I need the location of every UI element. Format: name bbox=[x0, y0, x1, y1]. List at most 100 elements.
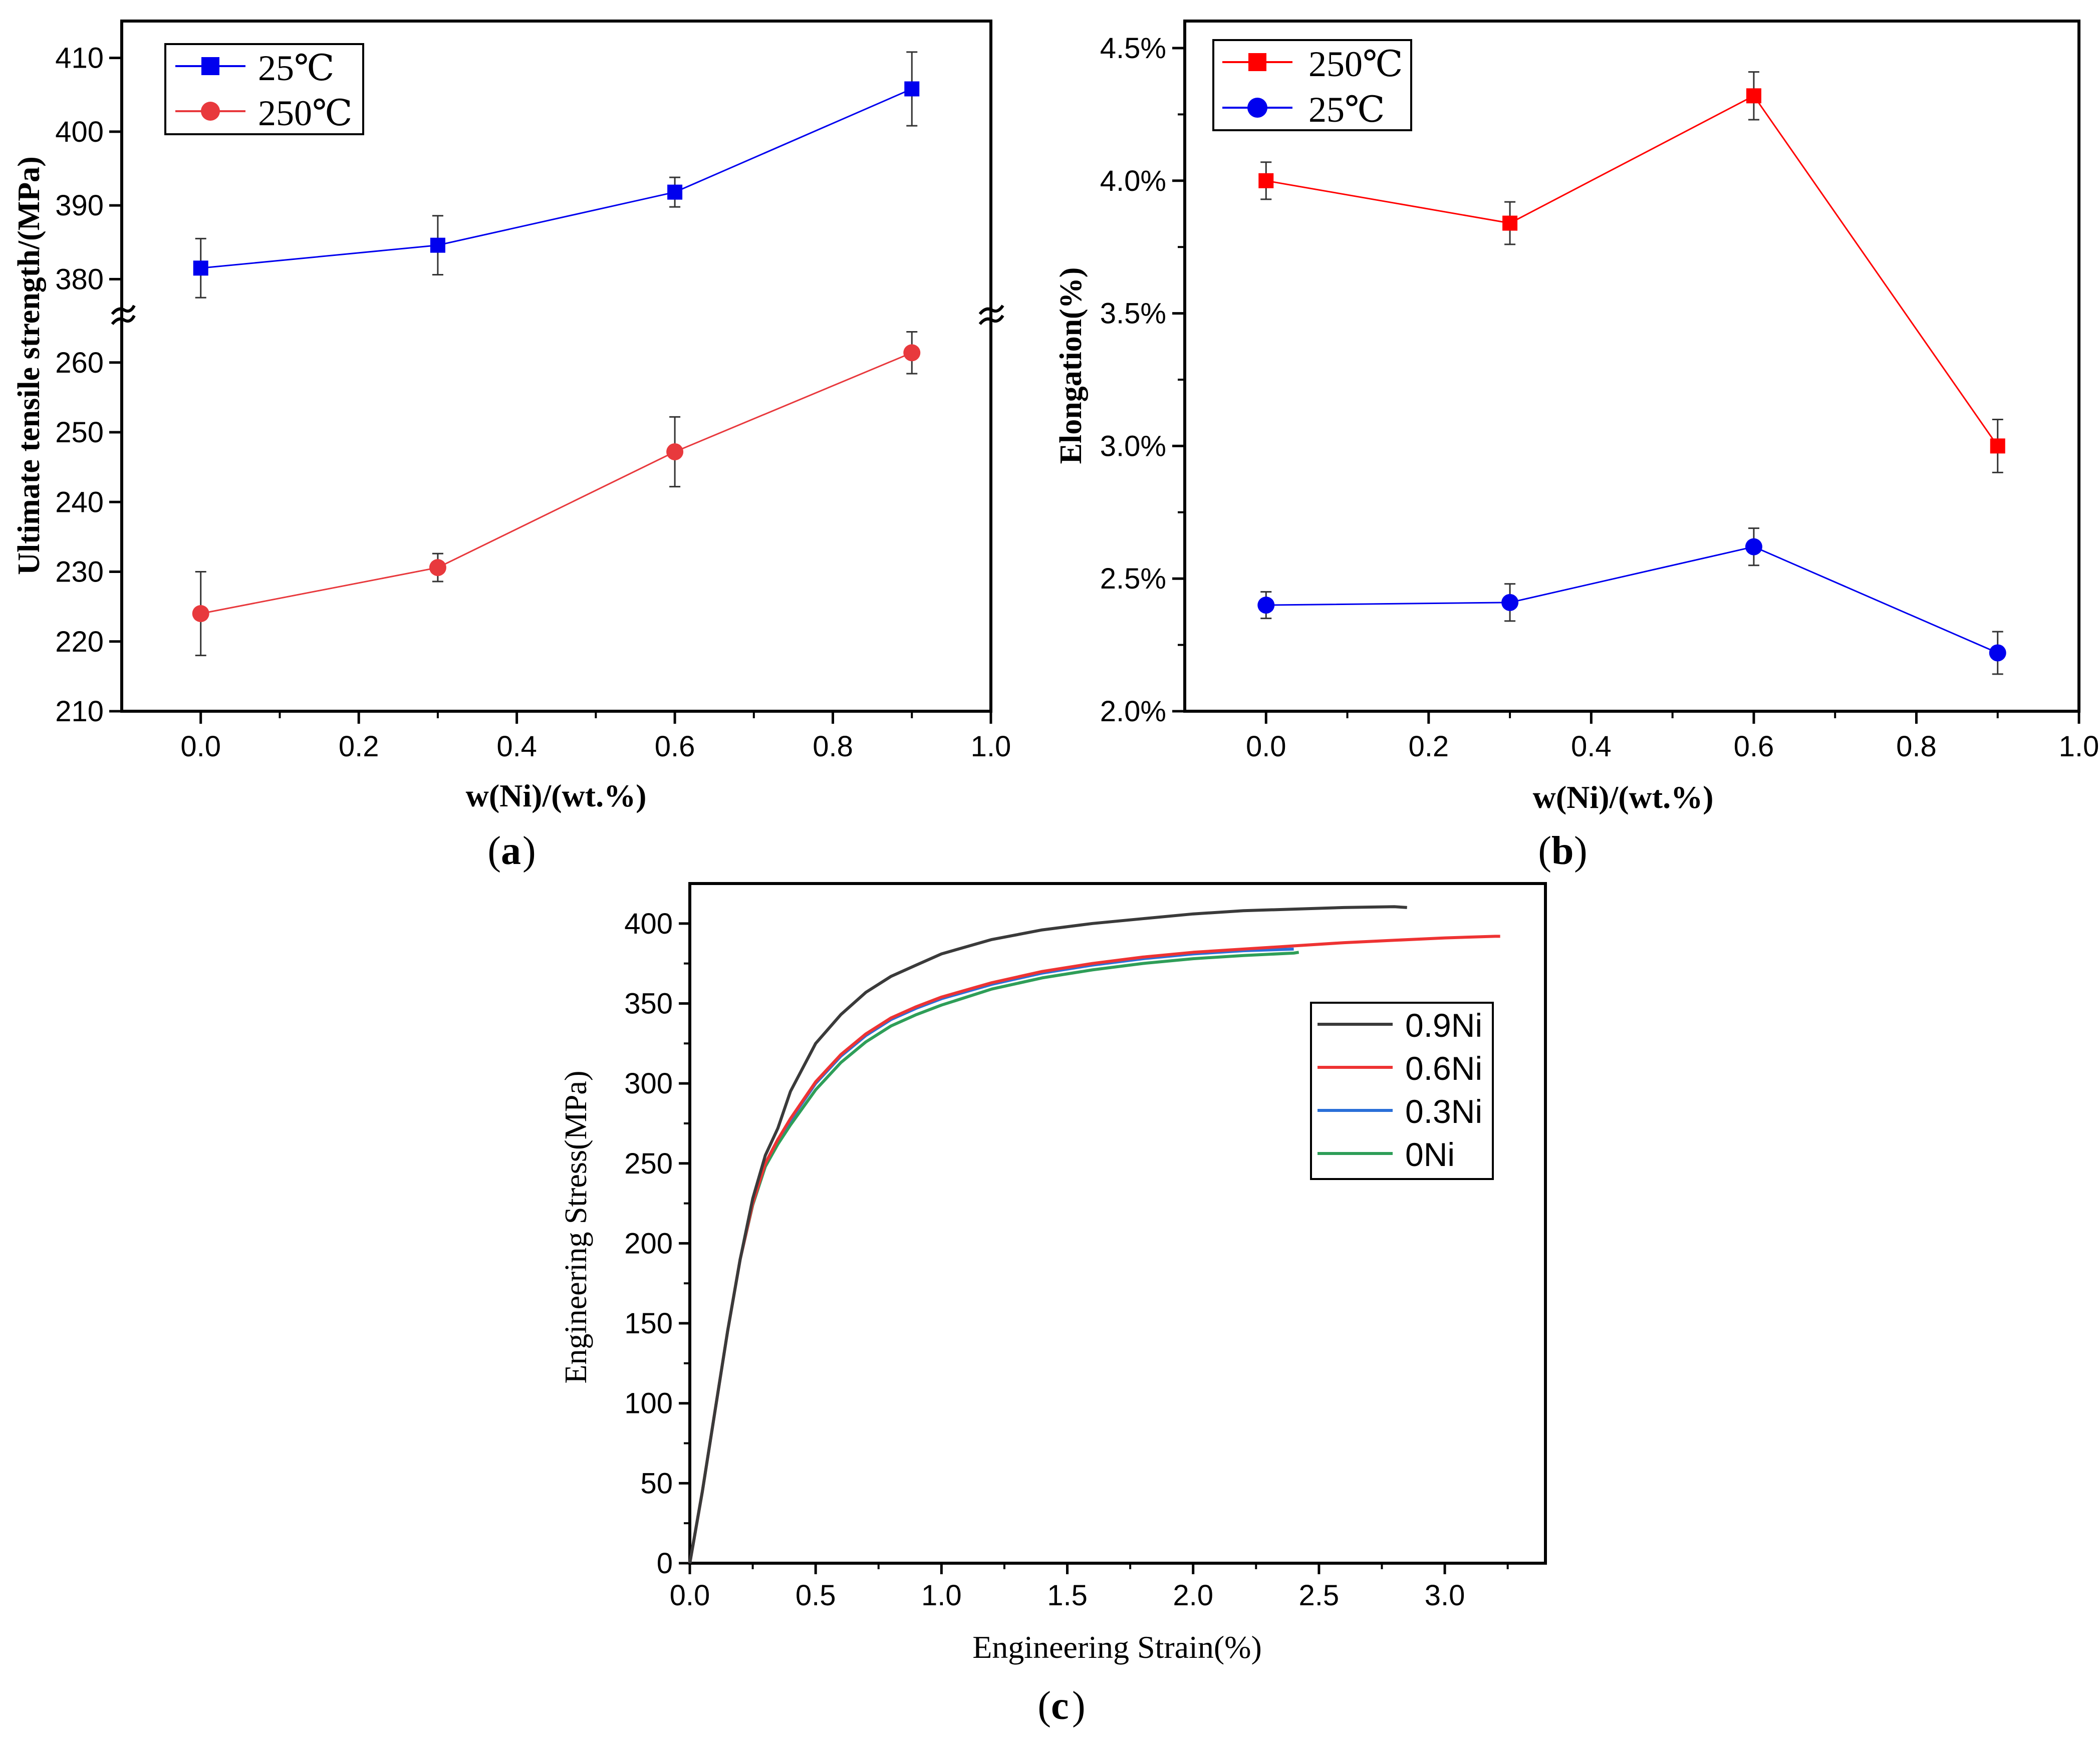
panel-b-series bbox=[1257, 71, 2006, 675]
data-point-circle bbox=[192, 605, 209, 623]
y-tick-label: 0 bbox=[657, 1547, 673, 1580]
data-point-circle bbox=[1257, 597, 1275, 614]
panel-c-y-axis-title: Engineering Stress(MPa) bbox=[559, 1070, 593, 1383]
y-tick-label: 50 bbox=[640, 1467, 673, 1500]
y-tick-label: 260 bbox=[55, 347, 104, 379]
panel-a-label: a bbox=[501, 829, 521, 873]
data-point-circle bbox=[1989, 644, 2006, 662]
panel-c-plot-frame bbox=[688, 882, 1547, 1565]
panel-c-x-axis-title: Engineering Strain(%) bbox=[972, 1629, 1262, 1665]
legend-label-03ni: 0.3Ni bbox=[1405, 1093, 1482, 1130]
y-tick-label: 2.5% bbox=[1100, 562, 1166, 595]
data-point-circle bbox=[903, 344, 921, 362]
panel-c-ticks: 0.0 0.5 1.0 1.5 2.0 2.5 3.0 0 50 100 150 200 250 300 3… bbox=[624, 908, 1509, 1612]
y-tick-label: 410 bbox=[55, 42, 104, 75]
panel-b-y-axis-title: Elongation(%) bbox=[1054, 267, 1088, 464]
x-tick-label: 0.6 bbox=[1734, 730, 1774, 763]
legend-label-250c: 250℃ bbox=[1308, 44, 1403, 84]
y-tick-label: 250 bbox=[55, 416, 104, 449]
series-line-0 bbox=[1266, 95, 1998, 447]
data-point-circle bbox=[1745, 538, 1762, 555]
curve-03ni bbox=[688, 947, 1294, 1564]
panel-a-ultimate-tensile-strength: 0.0 0.2 0.4 0.6 0.8 1.0 380 390 400 410 210 220 230 2… bbox=[12, 20, 1011, 873]
panel-b-elongation: 0.0 0.2 0.4 0.6 0.8 1.0 2.0% 2.5% 3.0% 3.5% 4.0% 4.… bbox=[1054, 20, 2099, 873]
y-tick-label: 4.5% bbox=[1100, 32, 1166, 65]
panel-a-y-axis-title: Ultimate tensile strength/(MPa) bbox=[12, 156, 46, 575]
legend-marker-circle bbox=[1247, 98, 1267, 118]
panel-b-x-axis-title: w(Ni)/(wt.%) bbox=[1533, 779, 1714, 815]
data-point-square bbox=[430, 237, 445, 253]
curve-09ni bbox=[688, 905, 1407, 1564]
x-tick-label: 1.0 bbox=[921, 1579, 962, 1612]
y-tick-label: 4.0% bbox=[1100, 165, 1166, 197]
panel-a-plot-frame bbox=[120, 20, 992, 713]
data-point-square bbox=[904, 81, 920, 97]
panel-a-axis-break-left bbox=[111, 305, 136, 325]
data-point-square bbox=[1990, 438, 2005, 454]
series-line-1 bbox=[1266, 546, 1998, 654]
y-tick-label: 150 bbox=[624, 1307, 673, 1340]
panel-c-legend-box bbox=[1310, 1002, 1494, 1180]
y-tick-label: 390 bbox=[55, 189, 104, 222]
data-point-square bbox=[1502, 215, 1518, 231]
x-tick-label: 0.8 bbox=[1896, 730, 1937, 763]
x-tick-label: 1.0 bbox=[971, 730, 1011, 763]
panel-a-axis-break-right bbox=[978, 305, 1004, 325]
x-tick-label: 0.4 bbox=[1571, 730, 1612, 763]
y-tick-label: 250 bbox=[624, 1147, 673, 1180]
panel-b-ticks: 0.0 0.2 0.4 0.6 0.8 1.0 2.0% 2.5% 3.0% 3.5% 4.0% 4.… bbox=[1100, 32, 2099, 763]
x-tick-label: 2.5 bbox=[1299, 1579, 1340, 1612]
data-point-circle bbox=[429, 559, 446, 576]
panel-b-legend-box bbox=[1212, 39, 1412, 131]
x-tick-label: 0.2 bbox=[339, 730, 379, 763]
data-point-circle bbox=[1501, 594, 1519, 611]
y-tick-label: 200 bbox=[624, 1227, 673, 1260]
panel-c-label: c bbox=[1051, 1684, 1069, 1728]
legend-marker-square bbox=[1248, 53, 1266, 71]
panel-c-caption: ( c ) bbox=[1037, 1684, 1085, 1728]
legend-label-0ni: 0Ni bbox=[1405, 1136, 1455, 1173]
y-tick-label: 350 bbox=[624, 987, 673, 1020]
y-tick-label: 400 bbox=[55, 116, 104, 148]
y-tick-label: 300 bbox=[624, 1067, 673, 1100]
caption-open-paren: ( bbox=[487, 829, 501, 873]
panel-a-caption: ( a ) bbox=[487, 829, 536, 873]
panel-b-label: b bbox=[1551, 829, 1574, 873]
x-tick-label: 3.0 bbox=[1425, 1579, 1465, 1612]
y-tick-label: 220 bbox=[55, 626, 104, 658]
panel-a-legend-box bbox=[164, 43, 364, 135]
series-line-1 bbox=[200, 352, 912, 615]
x-tick-label: 0.4 bbox=[496, 730, 537, 763]
x-tick-label: 0.0 bbox=[1246, 730, 1286, 763]
legend-marker-square bbox=[201, 57, 219, 75]
caption-close-paren: ) bbox=[1574, 829, 1588, 873]
series-line-0 bbox=[200, 88, 912, 269]
legend-label-250c: 250℃ bbox=[258, 93, 353, 133]
x-tick-label: 0.0 bbox=[180, 730, 221, 763]
caption-open-paren: ( bbox=[1538, 829, 1551, 873]
legend-label-06ni: 0.6Ni bbox=[1405, 1050, 1482, 1087]
data-point-square bbox=[1258, 173, 1274, 188]
y-tick-label: 400 bbox=[624, 908, 673, 940]
y-tick-label: 2.0% bbox=[1100, 695, 1166, 728]
legend-label-25c: 25℃ bbox=[258, 48, 335, 88]
x-tick-label: 0.0 bbox=[670, 1579, 710, 1612]
panel-b-caption: ( b ) bbox=[1538, 829, 1587, 873]
panel-a-legend: 25℃ 250℃ bbox=[164, 43, 364, 135]
x-tick-label: 0.8 bbox=[813, 730, 853, 763]
y-tick-label: 230 bbox=[55, 556, 104, 589]
x-tick-label: 1.5 bbox=[1047, 1579, 1088, 1612]
x-tick-label: 1.0 bbox=[2059, 730, 2099, 763]
panel-a-ticks: 0.0 0.2 0.4 0.6 0.8 1.0 380 390 400 410 210 220 230 2… bbox=[55, 42, 1011, 763]
y-tick-label: 210 bbox=[55, 695, 104, 728]
panel-c-series bbox=[688, 905, 1500, 1564]
data-point-square bbox=[1746, 88, 1761, 104]
data-point-circle bbox=[666, 443, 684, 461]
x-tick-label: 0.5 bbox=[796, 1579, 836, 1612]
caption-open-paren: ( bbox=[1037, 1684, 1051, 1728]
data-point-square bbox=[667, 184, 683, 200]
x-tick-label: 0.6 bbox=[655, 730, 695, 763]
panel-b-plot-frame bbox=[1183, 20, 2080, 713]
panel-a-series bbox=[192, 51, 921, 657]
